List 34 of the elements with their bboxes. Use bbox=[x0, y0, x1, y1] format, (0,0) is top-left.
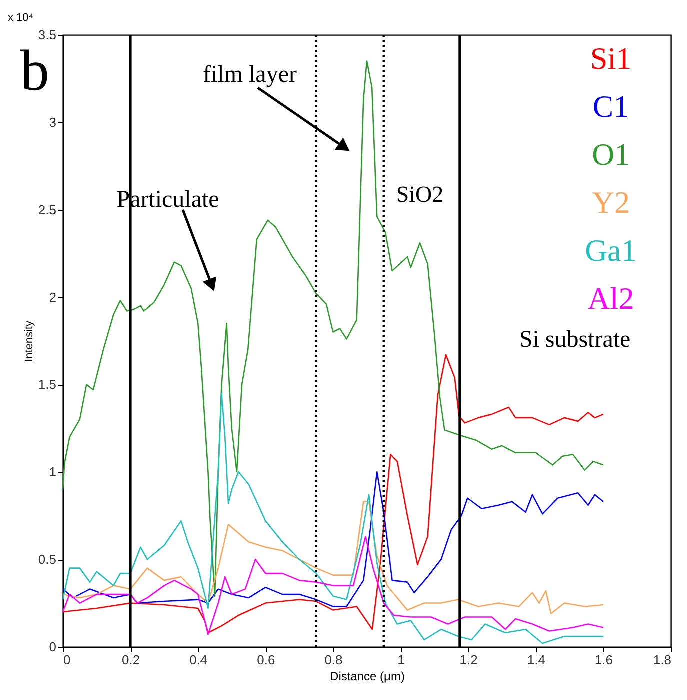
y-tick-label: 1 bbox=[49, 464, 56, 480]
x-axis-title: Distance (μm) bbox=[330, 670, 405, 684]
text: Y2 bbox=[592, 185, 630, 220]
line-series bbox=[63, 392, 604, 644]
x-tick-label: 1.8 bbox=[653, 652, 672, 668]
line-series bbox=[63, 471, 604, 608]
line-series bbox=[63, 354, 604, 634]
x-tick-label: 0.8 bbox=[324, 652, 343, 668]
line-series bbox=[63, 501, 604, 614]
y-axis-title: Intensity bbox=[23, 320, 36, 362]
y-tick-label: 3 bbox=[49, 114, 56, 130]
y-tick-label: 0 bbox=[49, 640, 56, 654]
y-tick-label: 2 bbox=[49, 290, 56, 305]
x-tick-label: 0.2 bbox=[122, 652, 140, 668]
text: Ga1 bbox=[585, 233, 637, 268]
x-tick-label: 0.6 bbox=[257, 652, 276, 668]
x-tick-label: 1.6 bbox=[594, 652, 613, 668]
text: Al2 bbox=[588, 281, 634, 316]
text: O1 bbox=[592, 137, 630, 172]
text: C1 bbox=[592, 89, 630, 124]
x-tick-label: 0.4 bbox=[190, 652, 208, 668]
annotation: SiO2 bbox=[396, 182, 444, 207]
y-tick-label: 1.5 bbox=[38, 377, 56, 392]
x-tick-label: 0 bbox=[64, 652, 71, 668]
annotation: Si substrate bbox=[519, 327, 631, 353]
text: Si1 bbox=[590, 41, 632, 76]
line-series bbox=[63, 536, 604, 636]
annotation: film layer bbox=[203, 62, 297, 88]
x-tick-label: 1.4 bbox=[527, 652, 546, 668]
y-tick-label: 0.5 bbox=[38, 552, 56, 568]
x-tick-label: 1 bbox=[398, 652, 405, 668]
x-tick-label: 1.2 bbox=[460, 652, 478, 668]
text: x 10⁴ bbox=[8, 12, 34, 24]
y-tick-label: 2.5 bbox=[38, 202, 56, 218]
